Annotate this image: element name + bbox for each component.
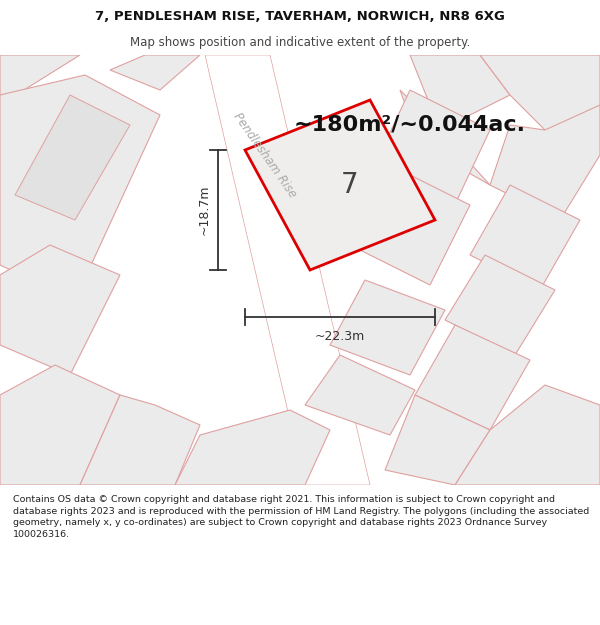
- Text: Contains OS data © Crown copyright and database right 2021. This information is : Contains OS data © Crown copyright and d…: [13, 495, 589, 539]
- Polygon shape: [350, 165, 470, 285]
- Polygon shape: [410, 55, 510, 130]
- Polygon shape: [205, 55, 370, 485]
- Polygon shape: [490, 105, 600, 220]
- Polygon shape: [480, 55, 600, 130]
- Text: 7, PENDLESHAM RISE, TAVERHAM, NORWICH, NR8 6XG: 7, PENDLESHAM RISE, TAVERHAM, NORWICH, N…: [95, 10, 505, 23]
- Polygon shape: [415, 325, 530, 430]
- Polygon shape: [445, 255, 555, 355]
- Polygon shape: [330, 280, 445, 375]
- Text: Map shows position and indicative extent of the property.: Map shows position and indicative extent…: [130, 36, 470, 49]
- Polygon shape: [0, 245, 120, 375]
- Polygon shape: [400, 90, 490, 185]
- Polygon shape: [305, 355, 415, 435]
- Text: Pendlesham Rise: Pendlesham Rise: [231, 110, 299, 200]
- Polygon shape: [110, 55, 200, 90]
- Polygon shape: [15, 95, 130, 220]
- Polygon shape: [0, 55, 80, 105]
- Polygon shape: [0, 75, 160, 300]
- Polygon shape: [80, 395, 200, 485]
- Polygon shape: [0, 365, 120, 485]
- Text: 7: 7: [341, 171, 359, 199]
- Text: ~18.7m: ~18.7m: [197, 185, 211, 235]
- Polygon shape: [175, 410, 330, 485]
- Text: ~22.3m: ~22.3m: [315, 331, 365, 344]
- Text: ~180m²/~0.044ac.: ~180m²/~0.044ac.: [294, 115, 526, 135]
- Polygon shape: [370, 90, 490, 215]
- Polygon shape: [470, 185, 580, 290]
- Polygon shape: [385, 395, 490, 485]
- Polygon shape: [455, 385, 600, 485]
- Polygon shape: [245, 100, 435, 270]
